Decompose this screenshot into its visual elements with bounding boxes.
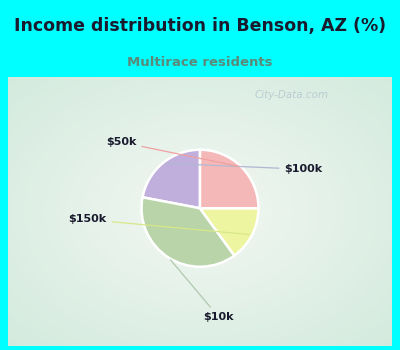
Text: $100k: $100k	[166, 163, 322, 174]
Wedge shape	[142, 150, 200, 208]
Text: $150k: $150k	[68, 215, 249, 234]
Text: $50k: $50k	[106, 137, 239, 166]
Wedge shape	[200, 208, 258, 256]
Wedge shape	[200, 150, 258, 208]
Text: Multirace residents: Multirace residents	[127, 56, 273, 69]
Text: City-Data.com: City-Data.com	[255, 90, 329, 100]
Text: Income distribution in Benson, AZ (%): Income distribution in Benson, AZ (%)	[14, 17, 386, 35]
Wedge shape	[142, 197, 234, 267]
Text: $10k: $10k	[170, 260, 234, 322]
